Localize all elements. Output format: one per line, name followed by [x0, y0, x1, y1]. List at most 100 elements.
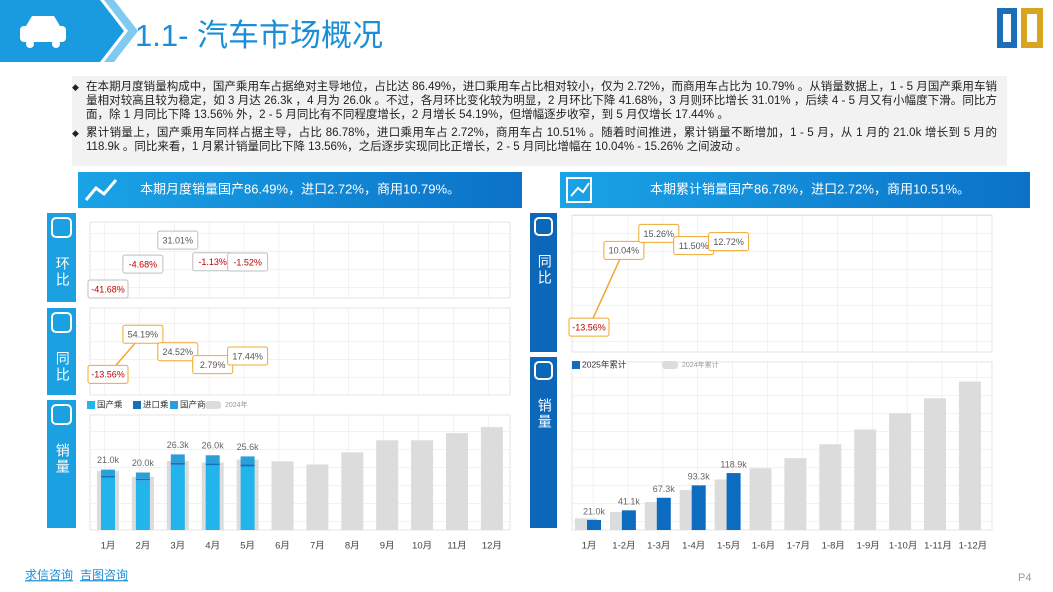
data-label: 31.01%: [163, 236, 194, 246]
data-label: 41.1k: [618, 497, 641, 507]
x-tick-label: 3月: [170, 541, 185, 552]
data-label: -4.68%: [129, 260, 158, 270]
side-panel: [530, 357, 557, 528]
grid-area: [571, 214, 993, 353]
data-label: 2.79%: [200, 360, 226, 370]
bar: [205, 465, 220, 530]
bar: [240, 466, 255, 530]
data-label: 10.04%: [609, 246, 640, 256]
bar: [205, 463, 220, 466]
x-tick-label: 7月: [310, 541, 325, 552]
x-tick-label: 1-2月: [612, 541, 635, 552]
bar: [170, 454, 185, 463]
banner-icon: [566, 177, 592, 203]
legend-swatch: [87, 401, 95, 409]
car-icon: [20, 16, 66, 48]
label-box: [227, 252, 269, 272]
label-box: [708, 232, 750, 252]
side-label: 销量: [537, 398, 553, 430]
x-tick-label: 1-11月: [924, 541, 952, 552]
legend-swatch: [170, 401, 178, 409]
bar: [101, 477, 115, 530]
label-box: [157, 342, 199, 362]
data-label: 54.19%: [128, 330, 159, 340]
legend-label: 进口乘: [143, 399, 169, 409]
side-panel: [530, 213, 557, 352]
bar: [854, 429, 877, 530]
x-tick-label: 8月: [345, 541, 360, 552]
data-label: 67.3k: [653, 484, 676, 494]
data-label: 21.0k: [583, 506, 606, 516]
banner: [560, 172, 1030, 208]
x-tick-label: 11月: [447, 541, 466, 552]
bar: [411, 440, 434, 530]
x-tick-label: 12月: [482, 541, 502, 552]
bar: [621, 510, 636, 530]
x-tick-label: 1-9月: [857, 541, 880, 552]
bar: [135, 480, 150, 530]
banner-text: 本期月度销量国产86.49%，进口2.72%，商用10.79%。: [140, 181, 460, 196]
bar: [575, 518, 597, 530]
data-label: 24.52%: [163, 347, 194, 357]
page-number: P4: [1018, 572, 1031, 584]
footer-link[interactable]: 吉图咨询: [80, 567, 128, 582]
banner-icon: [84, 179, 118, 201]
x-tick-label: 10月: [412, 541, 432, 552]
bar: [958, 381, 981, 530]
label-box: [87, 364, 129, 384]
bar: [691, 485, 706, 530]
x-tick-label: 1-3月: [647, 541, 670, 552]
data-label: 25.6k: [237, 442, 260, 452]
data-label: 12.72%: [713, 237, 744, 247]
bar: [135, 472, 150, 479]
x-tick-label: 1月: [582, 541, 597, 552]
bar: [726, 473, 741, 530]
data-label: 21.0k: [97, 455, 120, 465]
label-box: [122, 324, 164, 344]
bar: [784, 458, 807, 530]
bar: [341, 452, 364, 530]
side-icon: [51, 312, 72, 333]
legend-swatch: [572, 361, 580, 369]
bar: [170, 462, 185, 465]
data-label: 26.3k: [167, 440, 190, 450]
grid-area: [89, 307, 511, 396]
label-box: [638, 223, 680, 243]
legend-label: 国产商: [180, 399, 206, 409]
side-icon: [534, 217, 553, 236]
bar: [306, 464, 329, 530]
data-label: -13.56%: [572, 322, 606, 332]
footer-link[interactable]: 求信咨询: [25, 567, 73, 582]
side-label: 销量: [55, 443, 71, 475]
x-tick-label: 4月: [205, 541, 220, 552]
bar: [446, 433, 468, 530]
bar: [240, 456, 255, 465]
bar: [135, 478, 150, 481]
logo: [997, 8, 1043, 48]
data-label: 17.44%: [232, 351, 263, 361]
bar: [101, 475, 115, 478]
bar: [656, 497, 671, 530]
data-label: 15.26%: [644, 229, 675, 239]
data-label: 93.3k: [688, 472, 711, 482]
legend-swatch: [662, 361, 678, 369]
label-box: [603, 240, 645, 260]
x-tick-label: 1月: [101, 541, 116, 552]
grid-area: [89, 414, 511, 531]
bar: [480, 427, 503, 530]
banner: [78, 172, 522, 208]
label-box: [568, 317, 610, 337]
legend-label: 2025年累计: [582, 359, 627, 369]
bar: [240, 464, 255, 467]
data-label: -1.13%: [198, 257, 227, 267]
x-tick-label: 1-8月: [822, 541, 845, 552]
legend-label: 国产乘: [97, 399, 123, 409]
x-tick-label: 1-4月: [682, 541, 705, 552]
x-tick-label: 9月: [380, 541, 395, 552]
data-label: 20.0k: [132, 458, 155, 468]
data-label: -13.56%: [91, 370, 125, 380]
bullet: 累计销量上，国产乘用车同样占据主导，占比 86.78%，进口乘用车占 2.72%…: [72, 126, 997, 154]
bar: [819, 444, 842, 530]
data-label: 26.0k: [202, 441, 225, 451]
